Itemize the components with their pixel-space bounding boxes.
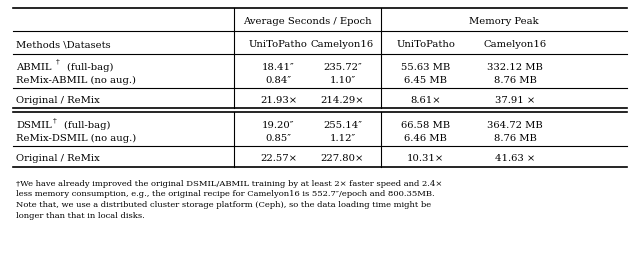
Text: UniToPatho: UniToPatho [249,40,308,49]
Text: 332.12 MB: 332.12 MB [487,63,543,72]
Text: 227.80×: 227.80× [321,154,364,163]
Text: 364.72 MB: 364.72 MB [487,121,543,130]
Text: Camelyon16: Camelyon16 [311,40,374,49]
Text: 235.72″: 235.72″ [323,63,362,72]
Text: ReMix-DSMIL (no aug.): ReMix-DSMIL (no aug.) [16,133,136,142]
Text: 10.31×: 10.31× [407,154,444,163]
Text: 214.29×: 214.29× [321,96,364,105]
Text: 19.20″: 19.20″ [262,121,294,130]
Text: UniToPatho: UniToPatho [396,40,455,49]
Text: 8.61×: 8.61× [410,96,441,105]
Text: 6.46 MB: 6.46 MB [404,133,447,142]
Text: ReMix-ABMIL (no aug.): ReMix-ABMIL (no aug.) [16,75,136,85]
Text: 41.63 ×: 41.63 × [495,154,535,163]
Text: 0.85″: 0.85″ [266,133,291,142]
Text: 8.76 MB: 8.76 MB [494,75,536,85]
Text: 18.41″: 18.41″ [262,63,295,72]
Text: Average Seconds / Epoch: Average Seconds / Epoch [243,17,371,26]
Text: †: † [56,58,60,66]
Text: 55.63 MB: 55.63 MB [401,63,450,72]
Text: 66.58 MB: 66.58 MB [401,121,450,130]
Text: Camelyon16: Camelyon16 [484,40,547,49]
Text: †We have already improved the original DSMIL/ABMIL training by at least 2× faste: †We have already improved the original D… [16,179,442,219]
Text: 22.57×: 22.57× [260,154,297,163]
Text: 37.91 ×: 37.91 × [495,96,535,105]
Text: DSMIL: DSMIL [16,121,52,130]
Text: †: † [53,116,57,124]
Text: Original / ReMix: Original / ReMix [16,96,100,105]
Text: 21.93×: 21.93× [260,96,297,105]
Text: (full-bag): (full-bag) [62,121,111,130]
Text: Memory Peak: Memory Peak [469,17,539,26]
Text: 6.45 MB: 6.45 MB [404,75,447,85]
Text: ABMIL: ABMIL [16,63,51,72]
Text: 0.84″: 0.84″ [266,75,291,85]
Text: 1.10″: 1.10″ [329,75,356,85]
Text: (full-bag): (full-bag) [65,63,113,72]
Text: 255.14″: 255.14″ [323,121,362,130]
Text: 8.76 MB: 8.76 MB [494,133,536,142]
Text: Methods \Datasets: Methods \Datasets [16,40,111,49]
Text: 1.12″: 1.12″ [329,133,356,142]
Text: Original / ReMix: Original / ReMix [16,154,100,163]
